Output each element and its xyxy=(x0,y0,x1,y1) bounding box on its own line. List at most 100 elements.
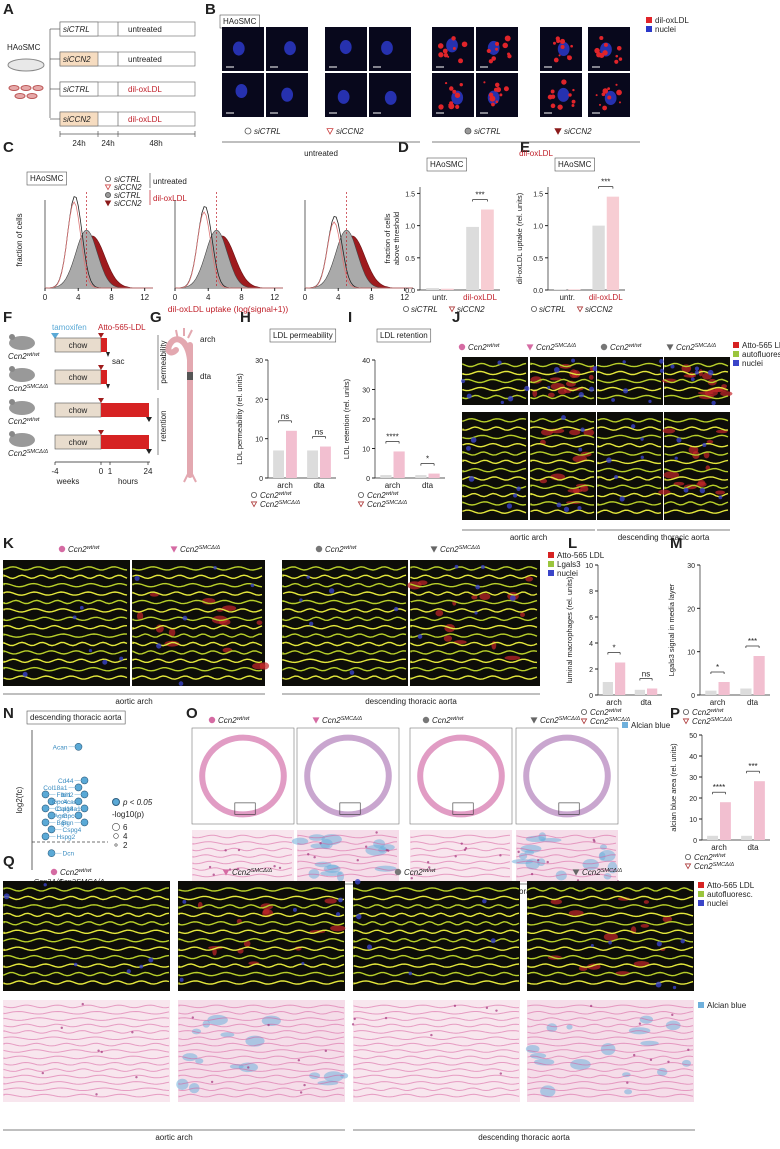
legend-marker xyxy=(581,709,588,716)
nucleus xyxy=(299,598,303,602)
ldl-signal xyxy=(663,471,680,479)
legend-label: -log10(p) xyxy=(112,810,144,819)
ldl-spot xyxy=(595,94,598,97)
boxed-label: LDL retention xyxy=(380,331,428,340)
ldl-spot xyxy=(443,53,449,58)
genotype-name: Ccn2 xyxy=(367,491,386,500)
elastic-lamina xyxy=(3,650,127,655)
elastic-lamina xyxy=(353,920,520,926)
legend-marker xyxy=(580,718,588,725)
ldl-spot xyxy=(459,82,463,87)
nucleus xyxy=(622,388,629,394)
elastic-lamina xyxy=(664,386,729,392)
genotype-label: Ccn2SMCΔ/Δ xyxy=(322,716,362,725)
genotype-name: Ccn2 xyxy=(694,853,713,862)
nucleus xyxy=(426,861,430,864)
bar xyxy=(753,656,765,695)
elastic-lamina xyxy=(527,904,694,909)
elastic-lamina xyxy=(282,624,407,630)
ldl-spot xyxy=(495,100,499,104)
ldl-spot xyxy=(616,45,622,51)
tissue-fiber xyxy=(297,860,398,865)
elastic-lamina xyxy=(462,386,527,392)
nucleus xyxy=(100,1050,103,1054)
elastic-lamina xyxy=(410,666,538,672)
ldl-spot xyxy=(607,95,612,100)
label: Atto-565 LDL xyxy=(557,551,605,560)
genotype-label: Ccn2SMCΔ/Δ xyxy=(180,545,220,554)
nucleus xyxy=(156,643,162,649)
point xyxy=(80,776,89,785)
tissue-fiber xyxy=(353,1017,520,1021)
tracer-period xyxy=(101,338,107,352)
tissue-fiber xyxy=(178,1042,345,1047)
label: Alcian blue xyxy=(707,1001,747,1010)
tissue-fiber xyxy=(192,873,293,878)
elastic-lamina xyxy=(597,459,662,465)
ldl-spot xyxy=(559,38,566,44)
caption: descending thoracic aorta xyxy=(618,533,710,542)
nucleus xyxy=(630,424,636,429)
nucleus xyxy=(611,398,615,402)
ldl-spot xyxy=(568,93,572,97)
panel-letter: M xyxy=(670,535,683,552)
tissue-fiber xyxy=(3,1081,170,1085)
ldl-spot xyxy=(553,57,559,63)
alcian-signal xyxy=(310,843,330,849)
panel-letter: Q xyxy=(3,853,15,870)
nucleus xyxy=(453,1004,457,1008)
bar xyxy=(307,450,318,478)
elastic-lamina xyxy=(597,501,662,506)
alcian-signal xyxy=(534,1058,555,1066)
label-box xyxy=(554,157,595,172)
x-tick-label: 8 xyxy=(109,293,114,302)
nucleus xyxy=(235,83,248,99)
tissue-fiber xyxy=(353,1087,520,1092)
legend-swatch xyxy=(622,722,628,728)
nucleus xyxy=(349,670,355,675)
label-box xyxy=(26,710,126,725)
x-tick-label: 0 xyxy=(43,293,48,302)
y-tick-label: 1.5 xyxy=(533,191,543,198)
label: sac xyxy=(112,357,124,366)
tissue-fiber xyxy=(3,1017,170,1021)
elastic-lamina xyxy=(462,501,527,506)
tissue-fiber xyxy=(410,847,511,852)
point-label: Acan xyxy=(53,744,68,751)
nucleus xyxy=(224,849,227,852)
genotype-name: Ccn2 xyxy=(536,343,555,352)
label: nuclei xyxy=(707,899,728,908)
bar xyxy=(718,682,730,695)
elastic-lamina xyxy=(597,370,662,376)
tissue-fiber xyxy=(3,1023,170,1028)
genotype-name: Ccn2 xyxy=(692,708,711,717)
nucleus xyxy=(353,1017,356,1021)
elastic-lamina xyxy=(462,370,527,376)
genotype-label: Ccn2wt/wt xyxy=(260,491,292,500)
ldl-signal xyxy=(643,900,649,904)
genotype-superscript: wt/wt xyxy=(344,545,357,551)
elastic-lamina xyxy=(530,362,595,368)
label: siCCN2 xyxy=(114,183,142,192)
bar xyxy=(634,689,645,695)
genotype-name: Ccn2 xyxy=(676,343,695,352)
nucleus xyxy=(102,659,108,665)
label: 1 xyxy=(108,467,113,476)
legend-marker xyxy=(58,545,66,553)
ldl-signal xyxy=(569,429,581,436)
tissue-fiber xyxy=(410,873,511,878)
legend-label: siCTRL xyxy=(539,305,566,314)
genotype-label: Ccn2SMCΔ/Δ xyxy=(540,716,580,725)
genotype-name: Ccn2 xyxy=(367,500,386,509)
nucleus xyxy=(694,370,699,375)
mouse-ear xyxy=(9,366,15,372)
label: hours xyxy=(118,477,138,486)
tissue-fiber xyxy=(353,1036,520,1041)
nucleus xyxy=(134,575,140,581)
genotype-label: Ccn2wt/wt xyxy=(468,343,500,352)
elastic-lamina xyxy=(282,641,407,647)
ldl-spot xyxy=(550,103,556,109)
panel-letter: I xyxy=(348,309,352,326)
elastic-lamina xyxy=(132,591,263,596)
x-tick-label: dil-oxLDL xyxy=(463,293,497,302)
